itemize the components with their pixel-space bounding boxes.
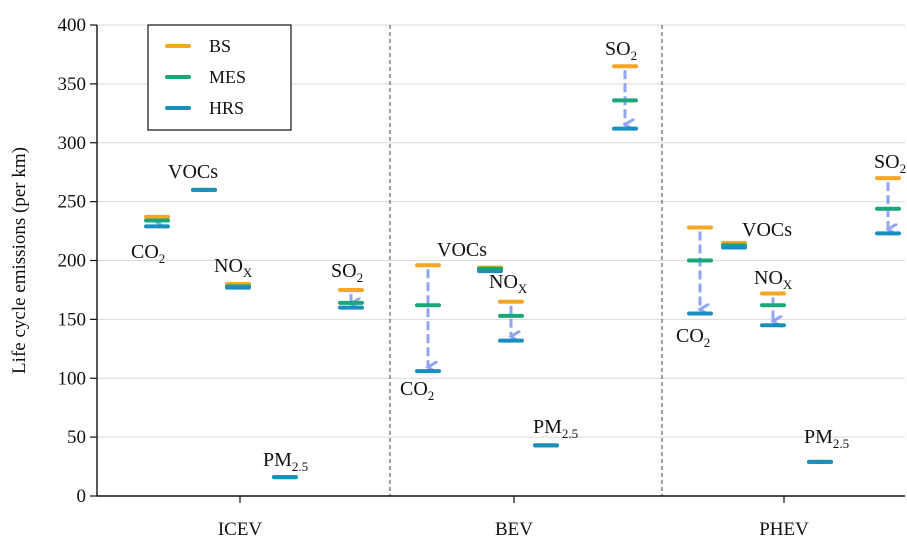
label-phev-so2: SO2	[874, 151, 906, 176]
label-bev-co2: CO2	[400, 378, 434, 403]
legend-label-hrs: HRS	[209, 98, 244, 118]
label-phev-nox: NOX	[754, 267, 793, 292]
label-icev-so2: SO2	[331, 260, 363, 285]
group-dividers	[389, 25, 663, 496]
label-bev-vocs: VOCs	[437, 239, 487, 261]
y-tick-label: 350	[58, 74, 87, 95]
legend-label-bs: BS	[209, 36, 231, 56]
label-bev-pm25: PM2.5	[533, 416, 578, 441]
x-tick-label: BEV	[495, 519, 533, 538]
y-tick-label: 200	[58, 251, 87, 272]
data-marks	[144, 64, 901, 480]
label-phev-vocs: VOCs	[742, 219, 792, 241]
label-bev-so2: SO2	[605, 38, 637, 63]
y-tick-label: 150	[58, 309, 87, 330]
axes: 0 50 100 150 200 250 300 350 400 Life cycle emiss…	[9, 15, 905, 538]
y-axis-label: Life cycle emissions (per km)	[9, 147, 30, 374]
label-icev-vocs: VOCs	[168, 161, 218, 183]
legend: BS MES HRS	[147, 24, 292, 131]
y-tick-label: 300	[58, 133, 87, 154]
label-phev-co2: CO2	[676, 325, 710, 350]
y-tick-label: 400	[58, 15, 87, 36]
pollutant-labels: CO2VOCsNOXPM2.5SO2CO2VOCsNOXPM2.5SO2CO2V…	[131, 38, 906, 474]
label-icev-co2: CO2	[131, 241, 165, 266]
y-tick-label: 0	[77, 486, 87, 507]
label-icev-nox: NOX	[214, 255, 253, 280]
label-bev-nox: NOX	[489, 271, 528, 296]
x-tick-label: ICEV	[218, 519, 263, 538]
y-tick-label: 50	[67, 427, 86, 448]
y-tick-label: 100	[58, 368, 87, 389]
label-phev-pm25: PM2.5	[804, 426, 849, 451]
label-icev-pm25: PM2.5	[263, 449, 308, 474]
legend-label-mes: MES	[209, 67, 246, 87]
y-tick-label: 250	[58, 192, 87, 213]
x-tick-label: PHEV	[759, 519, 809, 538]
